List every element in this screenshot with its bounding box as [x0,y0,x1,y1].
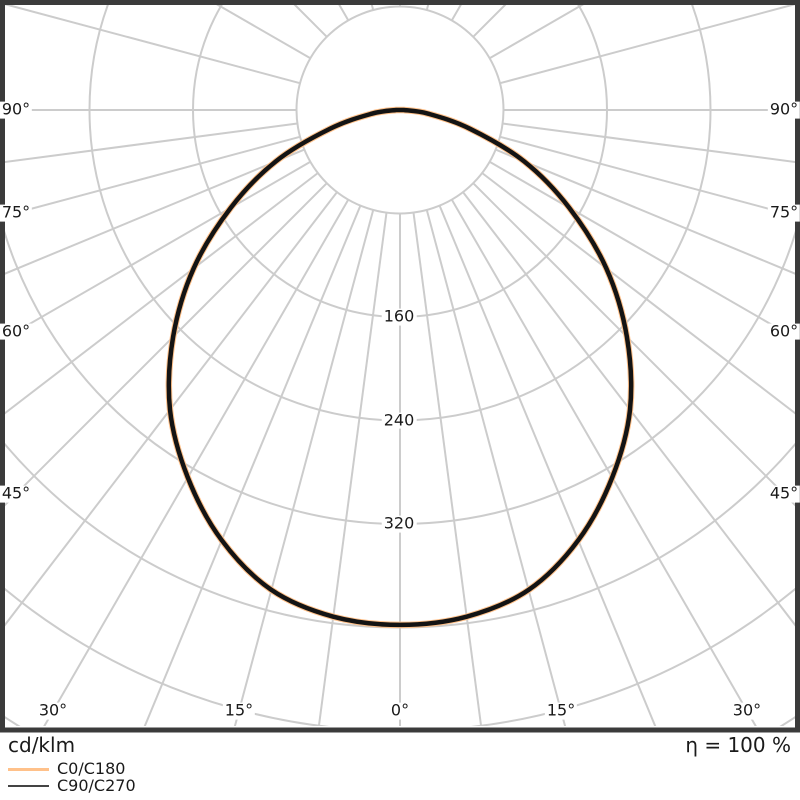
legend-line-c90-c270-icon [8,784,49,787]
plot-frame [0,0,800,733]
legend-item-c0-c180: C0/C180 [8,761,136,778]
efficiency-label: η = 100 % [685,733,791,757]
caption-row: cd/klm η = 100 % [0,732,800,757]
legend-label-c0-c180: C0/C180 [57,759,126,779]
legend-line-c0-c180-icon [8,768,49,771]
legend-item-c90-c270: C90/C270 [8,775,136,795]
legend: C0/C180 C90/C270 [8,761,136,794]
legend-label-c90-c270: C90/C270 [57,775,136,795]
polar-chart-svg [0,0,800,733]
polar-plot: 90° 90° 75° 75° 60° 60° 45° 45° 30° 30° 15° 15° 0° 16… [0,0,800,733]
units-label: cd/klm [8,733,76,757]
curve-c90-c270 [166,107,634,628]
